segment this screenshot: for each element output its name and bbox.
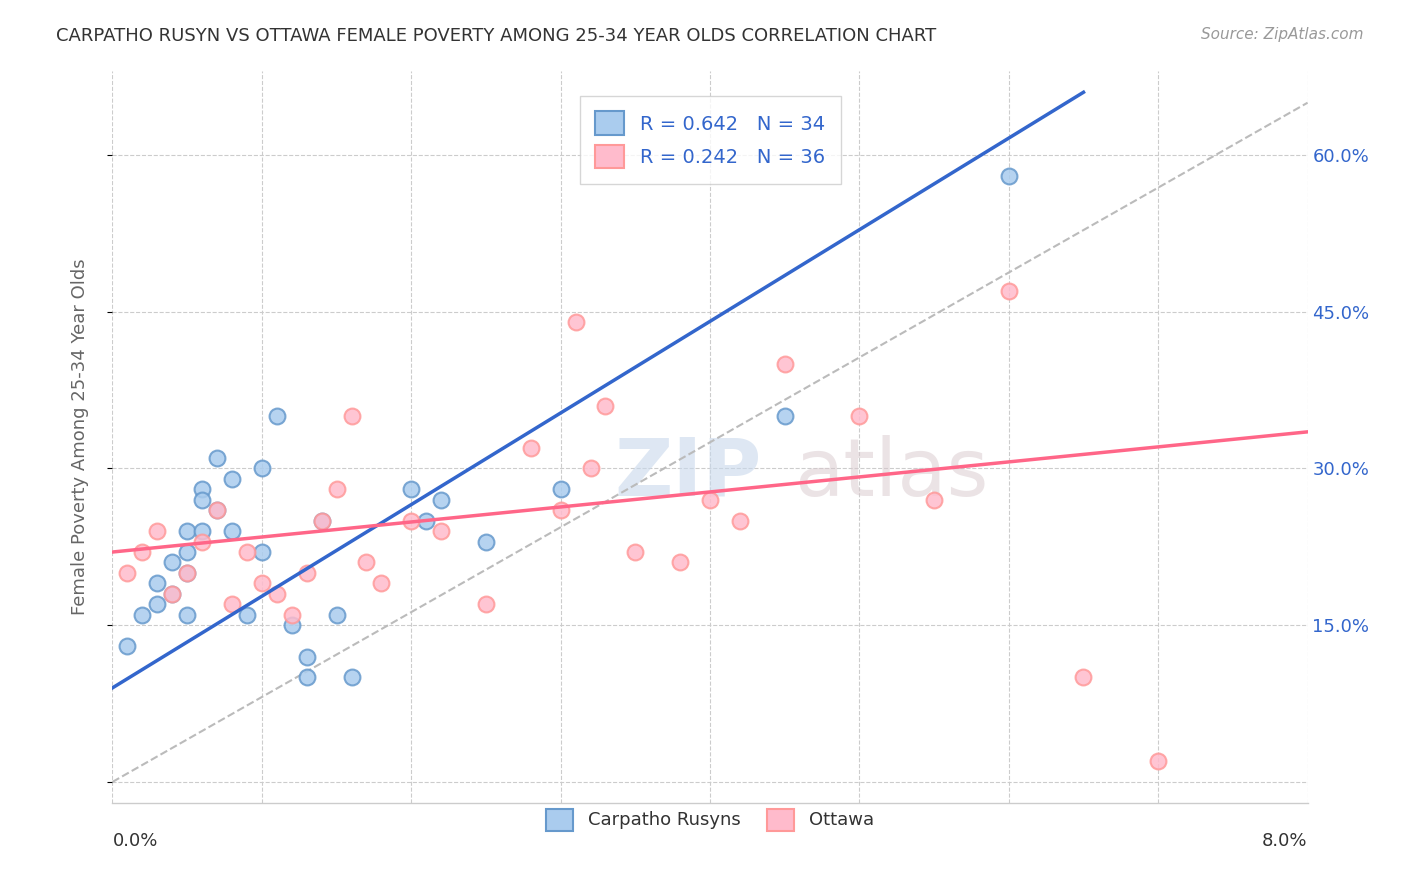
Point — [325, 483, 347, 497]
Point — [162, 587, 183, 601]
Point — [131, 607, 153, 622]
Point — [191, 524, 214, 538]
Point — [117, 566, 139, 580]
Point — [415, 514, 437, 528]
Point — [475, 597, 498, 611]
Point — [475, 534, 498, 549]
Point — [520, 441, 543, 455]
Point — [295, 566, 318, 580]
Point — [295, 670, 318, 684]
Point — [176, 524, 198, 538]
Point — [550, 503, 572, 517]
Text: 8.0%: 8.0% — [1263, 832, 1308, 850]
Point — [848, 409, 870, 424]
Point — [205, 503, 228, 517]
Point — [176, 566, 198, 580]
Point — [176, 545, 198, 559]
Point — [325, 607, 347, 622]
Point — [699, 492, 721, 507]
Point — [370, 576, 392, 591]
Point — [669, 556, 692, 570]
Point — [295, 649, 318, 664]
Point — [998, 284, 1021, 298]
Point — [311, 514, 333, 528]
Point — [162, 556, 183, 570]
Point — [340, 409, 363, 424]
Point — [205, 450, 228, 465]
Point — [401, 483, 423, 497]
Point — [998, 169, 1021, 183]
Point — [236, 607, 259, 622]
Point — [564, 315, 586, 329]
Point — [146, 597, 169, 611]
Point — [356, 556, 378, 570]
Point — [250, 461, 273, 475]
Point — [922, 492, 945, 507]
Point — [773, 357, 796, 371]
Legend: Carpatho Rusyns, Ottawa: Carpatho Rusyns, Ottawa — [531, 794, 889, 845]
Point — [191, 492, 214, 507]
Point — [773, 409, 796, 424]
Text: 0.0%: 0.0% — [112, 832, 157, 850]
Point — [266, 409, 288, 424]
Point — [624, 545, 647, 559]
Point — [221, 597, 243, 611]
Point — [191, 483, 214, 497]
Point — [191, 534, 214, 549]
Text: Source: ZipAtlas.com: Source: ZipAtlas.com — [1201, 27, 1364, 42]
Point — [311, 514, 333, 528]
Point — [1147, 754, 1170, 768]
Point — [281, 618, 304, 632]
Point — [146, 576, 169, 591]
Text: ZIP: ZIP — [614, 434, 762, 513]
Point — [176, 607, 198, 622]
Point — [176, 566, 198, 580]
Point — [236, 545, 259, 559]
Point — [430, 492, 453, 507]
Point — [221, 524, 243, 538]
Point — [595, 399, 617, 413]
Point — [266, 587, 288, 601]
Point — [281, 607, 304, 622]
Text: atlas: atlas — [793, 434, 988, 513]
Point — [728, 514, 751, 528]
Point — [205, 503, 228, 517]
Point — [340, 670, 363, 684]
Point — [162, 587, 183, 601]
Point — [117, 639, 139, 653]
Y-axis label: Female Poverty Among 25-34 Year Olds: Female Poverty Among 25-34 Year Olds — [70, 259, 89, 615]
Point — [579, 461, 602, 475]
Point — [430, 524, 453, 538]
Point — [250, 576, 273, 591]
Point — [401, 514, 423, 528]
Point — [221, 472, 243, 486]
Point — [131, 545, 153, 559]
Point — [146, 524, 169, 538]
Point — [1073, 670, 1095, 684]
Text: CARPATHO RUSYN VS OTTAWA FEMALE POVERTY AMONG 25-34 YEAR OLDS CORRELATION CHART: CARPATHO RUSYN VS OTTAWA FEMALE POVERTY … — [56, 27, 936, 45]
Point — [550, 483, 572, 497]
Point — [250, 545, 273, 559]
